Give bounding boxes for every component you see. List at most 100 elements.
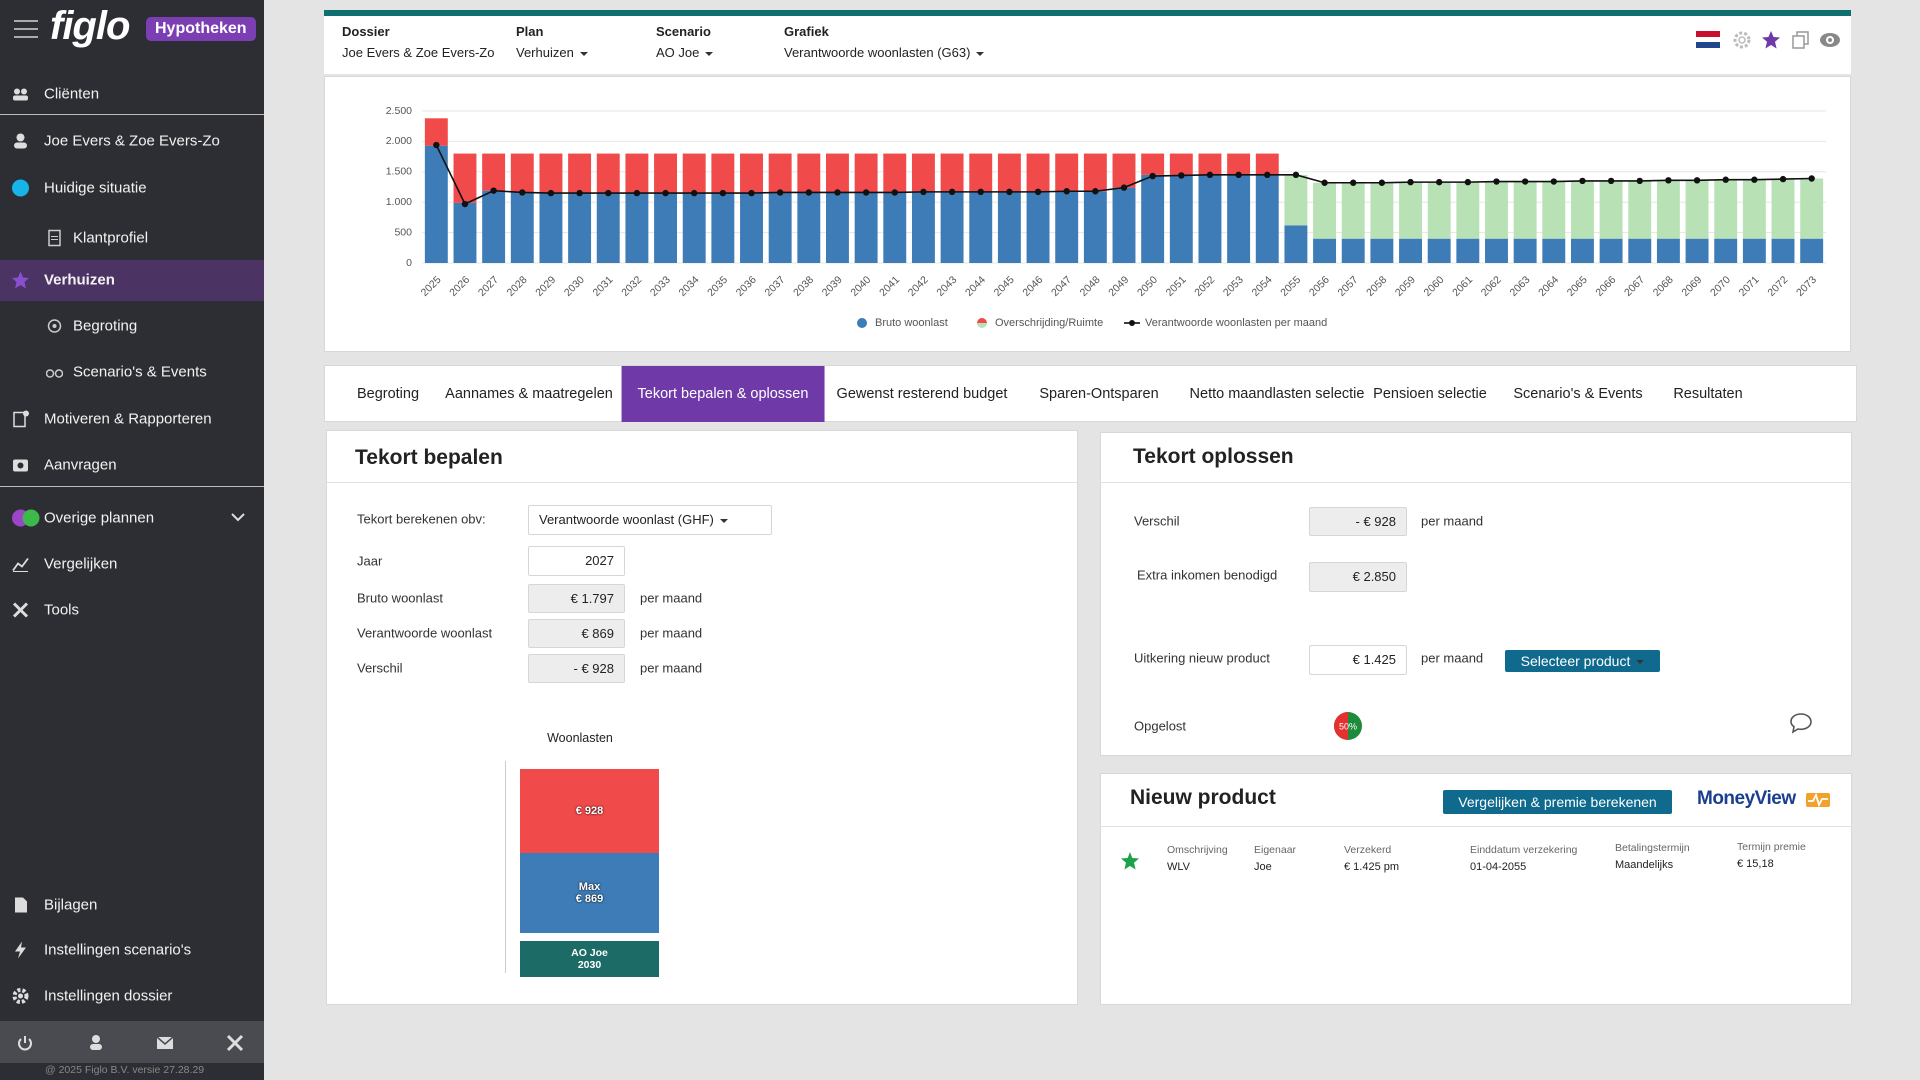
basis-dropdown[interactable]: Verantwoorde woonlast (GHF): [528, 505, 772, 535]
nav-item[interactable]: Overige plannen: [44, 509, 155, 527]
line-point: [1149, 172, 1156, 180]
nav-item[interactable]: Tools: [44, 601, 80, 619]
bar: [1026, 191, 1050, 263]
bar: [797, 153, 821, 193]
y-tick-label: 1.500: [386, 166, 412, 178]
nav-item[interactable]: Vergelijken: [44, 555, 118, 573]
compare-button[interactable]: Vergelijken & premie berekenen: [1443, 790, 1672, 814]
icon: [12, 179, 29, 197]
x-tick-label: 2039: [820, 274, 845, 299]
line-point: [576, 189, 583, 197]
comment-icon[interactable]: [1789, 712, 1813, 734]
line-point: [461, 200, 469, 208]
tools-icon[interactable]: [226, 1034, 244, 1052]
tab[interactable]: Pensioen selectie: [1373, 386, 1487, 402]
bar: [940, 191, 964, 263]
bar: [1542, 181, 1566, 239]
nav-item[interactable]: Aanvragen: [44, 456, 117, 474]
tab[interactable]: Gewenst resterend budget: [836, 386, 1008, 402]
nav-item[interactable]: Instellingen dossier: [44, 987, 173, 1005]
line-point: [662, 189, 669, 197]
bar: [682, 193, 706, 263]
jaar-input[interactable]: 2027: [528, 546, 625, 576]
field-dropdown[interactable]: AO Joe: [656, 45, 713, 60]
nav-item[interactable]: Verhuizen: [44, 271, 115, 289]
field-label: Extra inkomen benodigd: [1137, 567, 1278, 583]
nav-item[interactable]: Cliënten: [44, 85, 100, 103]
x-tick-label: 2046: [1020, 274, 1045, 299]
view-icon[interactable]: [1819, 30, 1841, 50]
tab[interactable]: Scenario's & Events: [1513, 386, 1643, 402]
bar: [1456, 182, 1480, 239]
tab[interactable]: Sparen-Ontsparen: [1039, 386, 1159, 402]
y-tick-label: 2.000: [386, 135, 412, 147]
bar: [1284, 174, 1308, 226]
line-point: [1579, 177, 1586, 185]
tab[interactable]: Resultaten: [1673, 386, 1743, 402]
tab[interactable]: Begroting: [356, 386, 420, 402]
chevron[interactable]: [231, 512, 245, 522]
field-value: € 2.850: [1309, 562, 1407, 592]
line-point: [1665, 177, 1672, 184]
bar: [1227, 153, 1251, 175]
uitkering-input[interactable]: € 1.425: [1309, 645, 1407, 675]
x-tick-label: 2068: [1651, 274, 1676, 299]
logo[interactable]: figlo: [50, 4, 130, 48]
settings-icon[interactable]: [1732, 30, 1752, 50]
bar: [997, 153, 1021, 192]
bar: [1800, 178, 1824, 239]
field-value: € 1.797: [528, 584, 625, 613]
column-value: Joe: [1254, 861, 1272, 873]
menu-icon[interactable]: [14, 18, 40, 40]
field-label: Tekort berekenen obv:: [357, 511, 486, 527]
legend-item: Verantwoorde woonlasten per maand: [1124, 317, 1327, 329]
bar: [1771, 238, 1795, 263]
line-point: [1120, 184, 1128, 191]
divider: [1101, 826, 1851, 827]
copy-icon[interactable]: [1791, 30, 1811, 50]
user-icon[interactable]: [87, 1034, 105, 1052]
bar: [940, 153, 964, 192]
flag-icon[interactable]: [1696, 31, 1720, 48]
x-tick-label: 2056: [1307, 274, 1332, 299]
moneyview-icon: [1806, 792, 1830, 808]
legend-swatch: [977, 318, 987, 323]
bar: [1599, 180, 1623, 239]
nav-item[interactable]: Klantprofiel: [73, 229, 149, 247]
nav-item[interactable]: Scenario's & Events: [73, 363, 207, 381]
line-point: [1264, 171, 1271, 179]
legend-swatch: [1129, 320, 1135, 326]
nav-item[interactable]: Begroting: [73, 317, 138, 335]
x-tick-label: 2065: [1565, 274, 1590, 299]
panel-title: Tekort oplossen: [1133, 445, 1294, 468]
x-tick-label: 2026: [447, 274, 472, 299]
nav-item[interactable]: Huidige situatie: [44, 179, 147, 197]
mail-icon[interactable]: [156, 1035, 174, 1051]
tab[interactable]: Netto maandlasten selectie: [1189, 386, 1365, 402]
field-dropdown[interactable]: Verhuizen: [516, 45, 588, 60]
nav-item[interactable]: Joe Evers & Zoe Evers-Zo: [44, 132, 220, 150]
nav-item[interactable]: Instellingen scenario's: [44, 941, 192, 959]
bar: [1341, 182, 1365, 239]
line-point: [1206, 171, 1214, 179]
legend-label: Bruto woonlast: [875, 317, 948, 329]
moneyview-logo[interactable]: MoneyView: [1697, 788, 1796, 809]
column-label: Eigenaar: [1254, 844, 1297, 856]
bar: [1714, 238, 1738, 263]
favorite-icon[interactable]: [1761, 30, 1781, 50]
tab-active[interactable]: Tekort bepalen & oplossen: [621, 366, 825, 422]
column-value: Maandelijks: [1615, 859, 1674, 871]
line-point: [1350, 179, 1357, 186]
x-tick-label: 2042: [906, 274, 931, 299]
tab[interactable]: Aannames & maatregelen: [445, 386, 613, 402]
field-dropdown[interactable]: Verantwoorde woonlasten (G63): [784, 45, 984, 60]
nav-item[interactable]: Bijlagen: [44, 896, 98, 914]
nieuw-product-panel: Nieuw product Vergelijken & premie berek…: [1100, 773, 1852, 1005]
power-icon[interactable]: [16, 1034, 34, 1052]
line-point: [891, 189, 898, 196]
bar: [1055, 153, 1079, 192]
nav-item[interactable]: Motiveren & Rapporteren: [44, 410, 212, 428]
select-product-button[interactable]: Selecteer product: [1505, 650, 1660, 672]
x-tick-label: 2061: [1450, 274, 1475, 299]
